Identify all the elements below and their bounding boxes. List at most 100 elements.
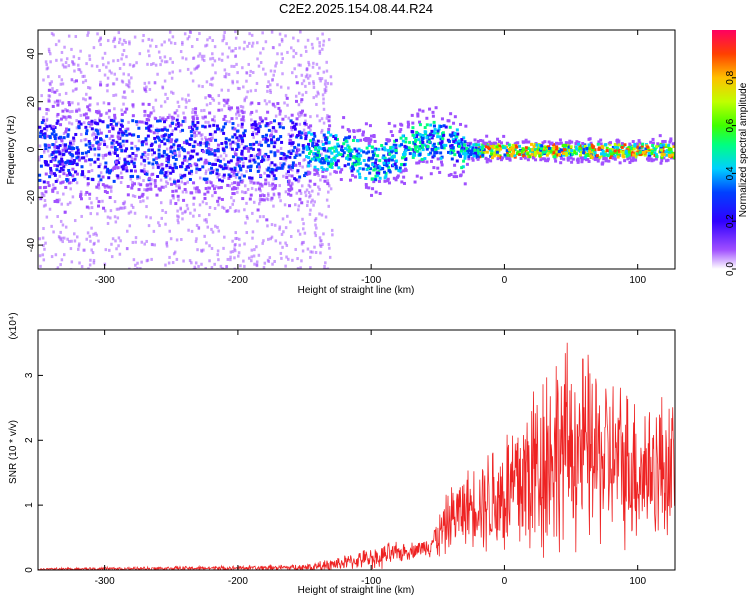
spectrogram-point [307, 183, 311, 187]
spectrogram-point [278, 112, 282, 116]
spectrogram-point [181, 56, 184, 60]
spectrogram-point [101, 199, 104, 203]
spectrogram-point [411, 121, 415, 125]
spectrogram-point [122, 102, 125, 106]
spectrogram-point [455, 134, 459, 138]
spectrogram-point [289, 235, 293, 239]
spectrogram-point [70, 146, 74, 150]
spectrogram-point [432, 154, 436, 158]
spectrogram-point [647, 156, 651, 160]
spectrogram-point [511, 143, 515, 147]
spectrogram-point [230, 64, 233, 68]
spectrogram-point [178, 153, 182, 157]
spectrogram-point [173, 111, 177, 115]
spectrogram-point [575, 158, 579, 162]
spectrogram-point [94, 128, 98, 132]
spectrogram-point [60, 160, 64, 164]
spectrogram-x-tick-label: -300 [95, 275, 115, 286]
spectrogram-point [210, 227, 213, 231]
spectrogram-point [280, 60, 283, 64]
spectrogram-point [110, 118, 114, 122]
spectrogram-point [298, 189, 302, 193]
spectrogram-point [189, 125, 193, 129]
spectrogram-point [505, 141, 509, 145]
spectrogram-point [449, 148, 453, 152]
spectrogram-point [160, 171, 164, 175]
spectrogram-point [322, 133, 326, 137]
spectrogram-point [602, 156, 606, 160]
spectrogram-point [428, 107, 432, 111]
spectrogram-point [273, 69, 276, 73]
spectrogram-point [186, 159, 189, 163]
spectrogram-point [134, 236, 138, 240]
spectrogram-point [61, 148, 65, 152]
spectrogram-point [320, 128, 324, 132]
spectrogram-point [203, 125, 207, 129]
spectrogram-point [296, 170, 299, 174]
spectrogram-point [434, 145, 438, 149]
spectrogram-point [463, 154, 467, 158]
spectrogram-point [96, 212, 99, 216]
spectrogram-point [365, 151, 369, 155]
spectrogram-point [250, 118, 253, 122]
spectrogram-point [97, 180, 101, 184]
spectrogram-point [175, 118, 179, 122]
spectrogram-point [266, 85, 270, 89]
spectrogram-point [52, 230, 55, 234]
spectrogram-point [297, 229, 300, 233]
spectrogram-point [267, 181, 270, 185]
spectrogram-point [579, 156, 583, 160]
spectrogram-point [557, 150, 561, 154]
spectrogram-point [554, 147, 558, 151]
spectrogram-point [372, 180, 376, 184]
spectrogram-point [156, 165, 160, 169]
spectrogram-point [465, 162, 469, 166]
spectrogram-point [54, 155, 58, 159]
spectrogram-point [86, 182, 90, 186]
spectrogram-point [143, 163, 147, 167]
spectrogram-point [586, 148, 590, 152]
spectrogram-point [45, 107, 49, 111]
spectrogram-point [559, 141, 563, 145]
spectrogram-point [99, 162, 102, 166]
spectrogram-point [430, 129, 434, 133]
spectrogram-point [431, 148, 435, 152]
spectrogram-point [559, 156, 563, 160]
spectrogram-point [130, 186, 134, 190]
spectrogram-point [143, 88, 147, 92]
spectrogram-point [541, 150, 545, 154]
spectrogram-point [578, 154, 582, 158]
spectrogram-point [289, 149, 292, 153]
spectrogram-point [47, 88, 51, 92]
spectrogram-point [213, 130, 217, 134]
spectrogram-point [135, 123, 139, 127]
spectrogram-point [163, 40, 166, 44]
spectrogram-point [284, 158, 288, 162]
spectrogram-point [123, 160, 127, 164]
spectrogram-point [270, 196, 274, 200]
spectrogram-point [108, 196, 112, 200]
spectrogram-point [508, 149, 512, 153]
spectrogram-point [290, 143, 293, 147]
spectrogram-point [358, 128, 362, 132]
spectrogram-point [568, 141, 572, 145]
spectrogram-point [257, 187, 261, 191]
spectrogram-point [567, 145, 571, 149]
spectrogram-point [656, 142, 660, 146]
spectrogram-point [46, 66, 50, 70]
spectrogram-point [99, 36, 102, 40]
spectrogram-point [481, 151, 485, 155]
spectrogram-point [331, 233, 334, 237]
spectrogram-point [294, 178, 298, 182]
spectrogram-point [95, 141, 99, 145]
spectrogram-point [71, 195, 75, 199]
spectrogram-point [106, 83, 110, 87]
snr-y-multiplier: (x10⁴) [8, 312, 19, 339]
spectrogram-point [134, 263, 137, 267]
spectrogram-point [284, 264, 287, 268]
spectrogram-point [120, 165, 124, 169]
spectrogram-point [75, 151, 79, 155]
spectrogram-point [237, 108, 240, 112]
spectrogram-point [285, 154, 289, 158]
spectrogram-point [58, 174, 62, 178]
